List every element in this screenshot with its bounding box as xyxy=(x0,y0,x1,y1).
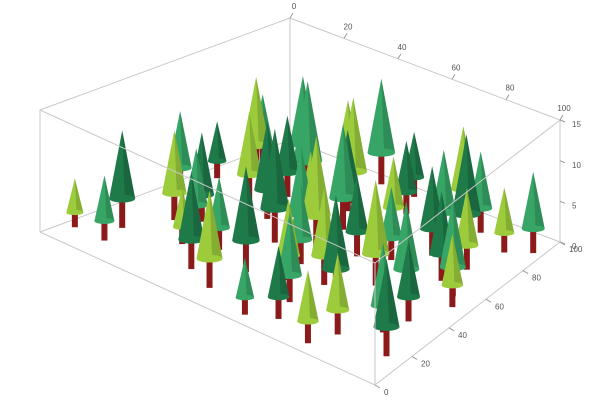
cone-base xyxy=(397,294,420,301)
cone-base xyxy=(442,282,464,288)
chart: 020406080100020406080100051015 xyxy=(0,0,601,406)
cone-base xyxy=(236,295,255,301)
cone-base xyxy=(297,318,319,324)
cone-base xyxy=(232,236,260,244)
x-tick-label: 0 xyxy=(292,2,297,11)
z-tick-label: 15 xyxy=(572,120,581,129)
z-tick-label: 5 xyxy=(572,201,577,210)
x-tick-label: 100 xyxy=(557,104,571,113)
cone-base xyxy=(66,210,83,215)
cone-base xyxy=(268,294,290,300)
y-tick-label: 20 xyxy=(421,360,430,369)
z-tick-label: 10 xyxy=(572,161,581,170)
y-tick-label: 80 xyxy=(532,274,541,283)
cone-base xyxy=(326,307,349,314)
y-tick-label: 60 xyxy=(495,302,504,311)
x-tick-label: 20 xyxy=(344,23,353,32)
cone-base xyxy=(260,204,289,213)
x-tick-label: 80 xyxy=(506,84,515,93)
cone-base xyxy=(109,195,135,203)
cone-base xyxy=(494,230,514,236)
y-tick-label: 0 xyxy=(384,388,389,397)
z-tick-label: 0 xyxy=(572,242,577,251)
x-tick-label: 60 xyxy=(452,63,461,72)
cone-base xyxy=(208,158,227,164)
y-tick-label: 40 xyxy=(458,331,467,340)
cone-base xyxy=(522,225,545,232)
cone-base xyxy=(373,323,399,331)
cone-base xyxy=(346,229,369,236)
cone-base xyxy=(368,148,396,156)
cone-base xyxy=(94,218,114,224)
cone-base xyxy=(197,255,223,263)
x-tick-label: 40 xyxy=(398,43,407,52)
